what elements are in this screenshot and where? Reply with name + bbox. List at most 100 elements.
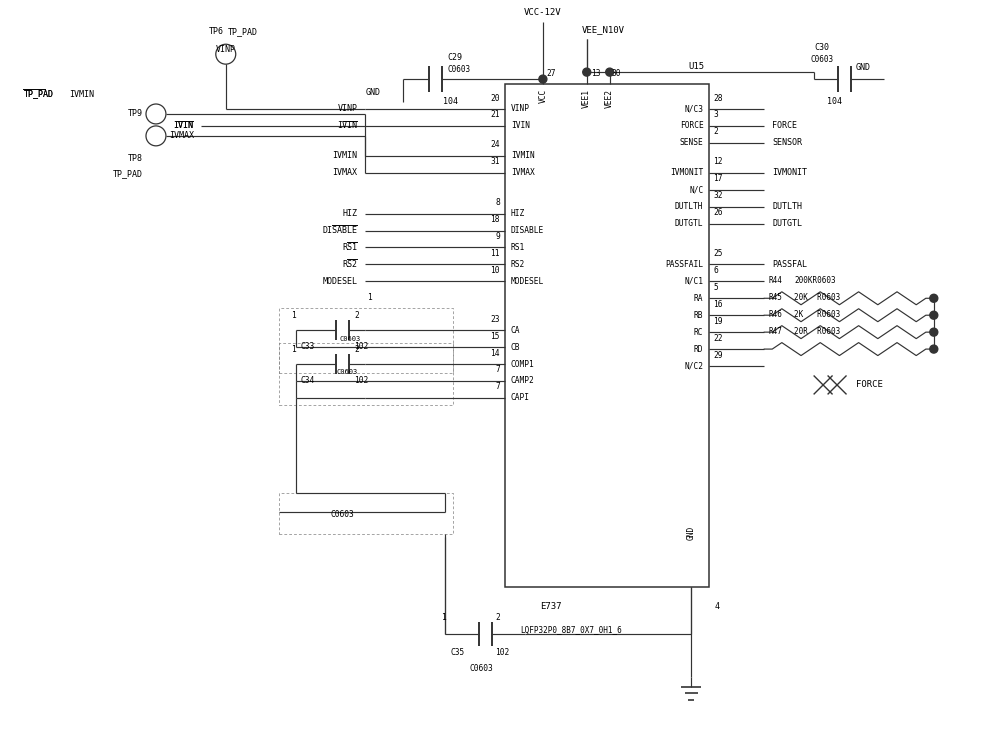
Text: IVMONIT: IVMONIT <box>772 168 807 178</box>
Text: 102: 102 <box>354 342 369 351</box>
Text: 11: 11 <box>491 249 500 258</box>
Text: 14: 14 <box>491 348 500 357</box>
Text: 104: 104 <box>443 97 458 106</box>
Text: IVMIN: IVMIN <box>69 90 94 99</box>
Text: 30: 30 <box>612 69 621 78</box>
Text: 6: 6 <box>713 266 718 275</box>
Text: VINP: VINP <box>511 105 530 114</box>
Text: 17: 17 <box>713 174 723 184</box>
Text: R46: R46 <box>768 310 782 319</box>
Text: CAMP2: CAMP2 <box>511 377 535 386</box>
Text: 4: 4 <box>714 602 719 611</box>
Text: HIZ: HIZ <box>511 209 525 218</box>
Text: N/C2: N/C2 <box>684 362 703 371</box>
Text: IVMIN: IVMIN <box>511 152 535 160</box>
Text: 12: 12 <box>713 158 723 166</box>
Circle shape <box>930 328 938 336</box>
Text: 22: 22 <box>713 334 723 343</box>
Text: 25: 25 <box>713 249 723 258</box>
Text: HIZ: HIZ <box>342 209 357 218</box>
Text: 5: 5 <box>713 283 718 292</box>
Text: TP8: TP8 <box>128 154 143 163</box>
Text: 21: 21 <box>491 111 500 120</box>
Text: VEE_N10V: VEE_N10V <box>582 25 625 34</box>
Text: C0603: C0603 <box>469 664 493 673</box>
Text: DISABLE: DISABLE <box>511 226 544 235</box>
Text: IVIN: IVIN <box>173 121 193 131</box>
Text: C35: C35 <box>450 648 464 657</box>
Text: IVIN: IVIN <box>337 121 357 131</box>
Text: RS1: RS1 <box>511 243 525 252</box>
Text: 18: 18 <box>491 215 500 224</box>
Text: IVIN: IVIN <box>173 121 193 131</box>
Text: 1: 1 <box>441 613 446 622</box>
Text: RS2: RS2 <box>511 260 525 269</box>
Text: GND: GND <box>365 88 380 97</box>
Text: R47: R47 <box>768 327 782 336</box>
Text: FORCE: FORCE <box>856 380 883 389</box>
Circle shape <box>606 68 614 76</box>
Text: 27: 27 <box>547 69 556 78</box>
Text: CAPI: CAPI <box>511 393 530 403</box>
Text: 20R  R0603: 20R R0603 <box>794 327 840 336</box>
Text: N/C1: N/C1 <box>684 277 703 286</box>
Text: C0603: C0603 <box>337 369 358 375</box>
Bar <box>505 84 709 587</box>
Text: R45: R45 <box>768 293 782 302</box>
Text: VINP: VINP <box>337 105 357 114</box>
Text: VINP: VINP <box>216 45 236 54</box>
Text: SENSE: SENSE <box>680 138 703 147</box>
Circle shape <box>930 345 938 353</box>
Text: 1: 1 <box>291 345 296 354</box>
Text: 8: 8 <box>495 198 500 207</box>
Text: C33: C33 <box>301 342 315 351</box>
Text: IVMONIT: IVMONIT <box>670 168 703 178</box>
Text: IVIN: IVIN <box>511 121 530 131</box>
Text: VCC-12V: VCC-12V <box>524 8 562 17</box>
Text: TP6: TP6 <box>209 27 224 36</box>
Text: 26: 26 <box>713 208 723 217</box>
Text: E737: E737 <box>540 602 561 611</box>
Circle shape <box>930 311 938 319</box>
Text: DUTLTH: DUTLTH <box>675 202 703 211</box>
Text: RS2: RS2 <box>342 260 357 269</box>
Text: 23: 23 <box>491 315 500 324</box>
Text: 2: 2 <box>713 127 718 137</box>
Text: 15: 15 <box>491 331 500 340</box>
Text: 102: 102 <box>354 376 369 385</box>
Text: 1: 1 <box>367 293 372 302</box>
Text: 7: 7 <box>495 383 500 392</box>
Text: TP_PAD: TP_PAD <box>113 169 143 178</box>
Text: VEE2: VEE2 <box>605 89 614 108</box>
Text: TP_PAD: TP_PAD <box>228 27 258 36</box>
Text: C34: C34 <box>301 376 315 385</box>
Text: SENSOR: SENSOR <box>772 138 802 147</box>
Text: 29: 29 <box>713 351 723 360</box>
Circle shape <box>583 68 591 76</box>
Text: GND: GND <box>856 62 871 71</box>
Text: IVMAX: IVMAX <box>511 168 535 178</box>
Text: 9: 9 <box>495 232 500 241</box>
Text: RC: RC <box>694 328 703 337</box>
Text: TP_PAD: TP_PAD <box>23 90 53 99</box>
Text: 102: 102 <box>495 648 509 657</box>
Text: 20K  R0603: 20K R0603 <box>794 293 840 302</box>
Text: DUTGTL: DUTGTL <box>675 219 703 228</box>
Text: C0603: C0603 <box>330 510 354 519</box>
Text: 24: 24 <box>491 140 500 149</box>
Text: N/C: N/C <box>689 185 703 194</box>
Text: IVMIN: IVMIN <box>332 152 357 160</box>
Text: C30: C30 <box>815 42 830 52</box>
Text: FORCE: FORCE <box>680 121 703 131</box>
Text: N/C3: N/C3 <box>684 105 703 114</box>
Text: 10: 10 <box>491 266 500 275</box>
Circle shape <box>930 294 938 302</box>
Text: RA: RA <box>694 293 703 303</box>
Text: RD: RD <box>694 345 703 354</box>
Text: 13: 13 <box>591 69 600 78</box>
Text: 19: 19 <box>713 317 723 325</box>
Text: 2: 2 <box>495 613 500 622</box>
Text: TP_PAD: TP_PAD <box>23 90 53 99</box>
Text: 16: 16 <box>713 299 723 309</box>
Text: DUTGTL: DUTGTL <box>772 219 802 228</box>
